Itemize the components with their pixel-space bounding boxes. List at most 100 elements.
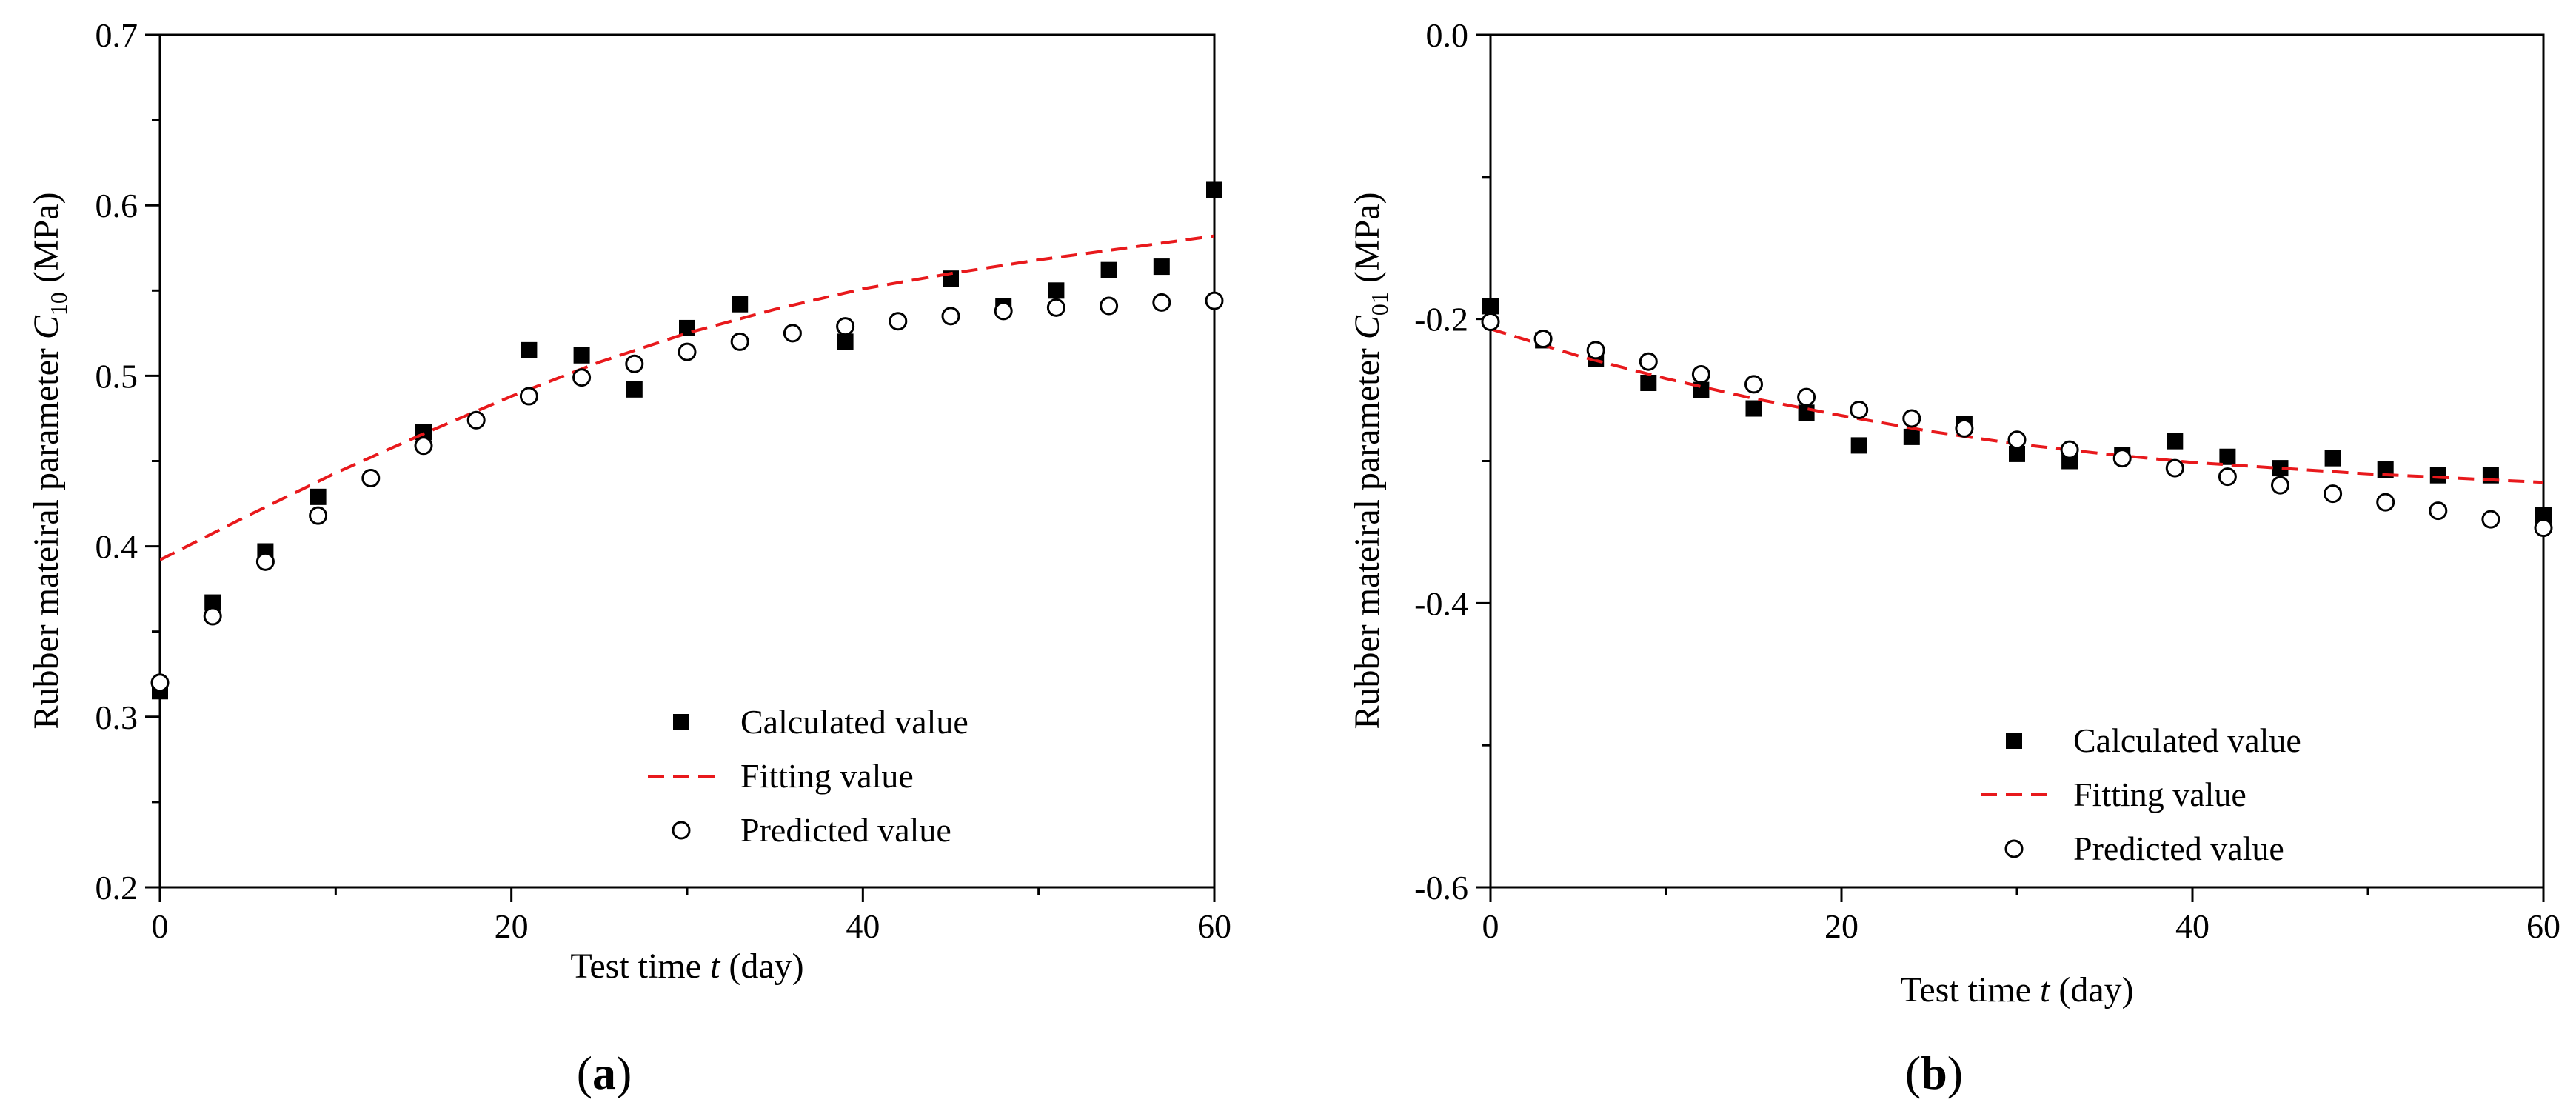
y-tick-label: 0.0 [1426,16,1469,54]
calculated-point [310,488,327,505]
predicted-point [2324,484,2343,504]
calculated-point [679,319,695,336]
fitting-line [160,234,1214,561]
x-axis-title: Test time t (day) [570,947,803,986]
predicted-point [1481,313,1500,332]
calculated-point [1482,298,1499,315]
x-tick-label: 40 [2175,907,2209,945]
y-tick-label: 0.4 [96,528,138,566]
calculated-point [1048,282,1065,299]
predicted-point [2481,510,2500,529]
calculated-point [1206,181,1222,198]
x-tick-label: 20 [495,907,529,945]
panel-label: (b) [1905,1047,1963,1099]
legend-label: Predicted value [2073,830,2284,867]
calculated-point [204,594,221,611]
predicted-point [466,410,486,430]
calculated-point [2167,433,2184,450]
predicted-point [309,506,328,525]
legend-square-swatch [2006,733,2022,749]
legend-circle-swatch [672,821,691,840]
predicted-point [2534,518,2553,538]
predicted-point [994,301,1013,321]
calculated-point [2219,448,2236,465]
legend-label: Calculated value [2073,721,2301,759]
x-tick-label: 40 [846,907,880,945]
calculated-point [1798,404,1815,421]
legend: Calculated value Fitting value Predicted v… [1981,721,2301,867]
series-layer [150,181,1224,700]
calculated-point [2535,507,2552,524]
predicted-point [2007,430,2027,450]
predicted-point [1744,375,1763,394]
x-tick-label: 60 [2526,907,2560,945]
panel-b: 0 20 40 60 -0.6 -0.4 -0.2 0.0 Calculated value F… [1348,16,2560,1099]
y-tick-label: -0.6 [1414,869,1468,907]
calculated-point [1640,374,1657,391]
predicted-point [1797,387,1816,407]
predicted-point [361,469,381,488]
calculated-point [732,296,749,313]
y-tick-label: -0.4 [1414,584,1468,622]
x-tick-label: 0 [1482,907,1499,945]
y-tick-label: 0.6 [96,187,138,224]
legend-label: Fitting value [740,757,914,795]
predicted-point [625,354,644,373]
legend: Calculated value Fitting value Predicted v… [648,703,968,849]
legend-circle-swatch [2004,839,2024,858]
calculated-point [1100,261,1117,278]
predicted-point [572,368,592,387]
predicted-point [1639,352,1658,371]
y-tick-label: -0.2 [1414,301,1468,338]
predicted-point [941,307,960,326]
axis-ticks: 0 20 40 60 0.2 0.3 0.4 0.5 0.6 0.7 [96,16,1232,945]
calculated-point [2429,467,2446,484]
y-tick-label: 0.7 [96,16,138,54]
y-axis-title: Rubber mateiral parameter C01 (MPa) [1348,192,1393,729]
legend-label: Calculated value [740,703,968,741]
predicted-point [1533,330,1553,349]
plot-frame [158,33,1216,889]
predicted-point [1902,409,1921,428]
y-tick-label: 0.2 [96,869,138,907]
calculated-point [1903,428,1920,445]
calculated-point [2272,460,2289,477]
predicted-point [678,342,697,361]
y-axis-title: Rubber mateiral parameter C10 (MPa) [27,192,72,729]
y-tick-label: 0.5 [96,357,138,395]
calculated-point [1745,400,1762,417]
predicted-point [889,312,908,331]
calculated-point [2009,445,2025,462]
panel-a: 0 20 40 60 0.2 0.3 0.4 0.5 0.6 0.7 Calculated val… [27,16,1231,1099]
predicted-point [836,317,855,336]
predicted-point [1046,298,1065,317]
predicted-point [1850,400,1869,419]
predicted-point [783,324,802,343]
axis-ticks: 0 20 40 60 -0.6 -0.4 -0.2 0.0 [1414,16,2560,945]
calculated-point [2324,450,2341,467]
predicted-point [2271,476,2289,495]
predicted-point [255,552,275,571]
predicted-point [2165,458,2184,478]
predicted-point [2376,493,2395,512]
predicted-point [1205,291,1224,310]
predicted-point [150,673,170,693]
calculated-point [521,341,538,358]
predicted-point [414,436,433,456]
predicted-point [2112,449,2132,468]
x-tick-label: 20 [1824,907,1859,945]
legend-label: Fitting value [2073,775,2247,813]
predicted-point [2429,501,2448,521]
predicted-point [1691,364,1710,384]
x-tick-label: 0 [152,907,169,945]
calculated-point [573,347,590,364]
legend-square-swatch [673,714,689,730]
panel-label: (a) [577,1047,632,1099]
legend-label: Predicted value [740,811,951,849]
calculated-point [626,381,643,398]
x-axis-title: Test time t (day) [1900,970,2133,1010]
predicted-point [2218,467,2237,487]
y-tick-label: 0.3 [96,698,138,736]
predicted-point [519,387,538,406]
